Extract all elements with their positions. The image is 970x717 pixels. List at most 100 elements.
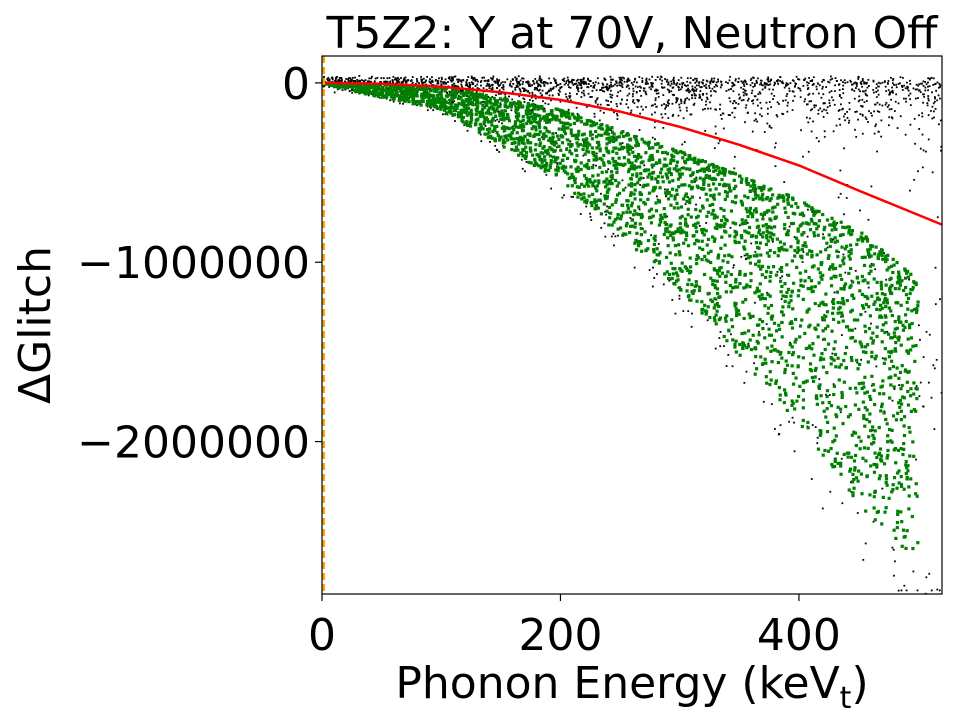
green-point <box>448 101 452 105</box>
green-point <box>785 363 790 367</box>
green-point <box>590 124 594 128</box>
green-point <box>688 201 692 205</box>
green-point <box>595 189 599 193</box>
green-point <box>700 239 704 243</box>
black-point <box>812 92 815 95</box>
green-point <box>612 159 616 164</box>
green-point <box>469 115 474 119</box>
black-point <box>435 79 437 81</box>
black-point <box>886 330 889 333</box>
green-point <box>823 225 827 229</box>
green-point <box>723 190 728 194</box>
black-point <box>681 86 683 88</box>
black-point <box>709 101 711 104</box>
green-point <box>597 143 601 148</box>
black-point <box>837 109 840 112</box>
black-point <box>744 121 746 124</box>
green-point <box>875 280 879 284</box>
green-point <box>752 254 756 258</box>
black-point <box>876 101 879 104</box>
black-point <box>645 80 648 83</box>
black-point <box>675 101 678 104</box>
green-point <box>585 146 589 150</box>
black-point <box>822 102 825 104</box>
black-point <box>656 76 659 79</box>
black-point <box>323 75 325 78</box>
black-point <box>582 81 585 83</box>
green-point <box>722 215 726 219</box>
black-point <box>853 82 856 85</box>
green-point <box>738 353 742 357</box>
black-point <box>761 88 764 91</box>
black-point <box>728 79 731 82</box>
black-point <box>891 117 894 120</box>
black-point <box>686 97 688 100</box>
black-point <box>494 119 497 122</box>
black-point <box>498 79 500 81</box>
black-point <box>865 82 868 85</box>
black-point <box>819 107 822 110</box>
green-point <box>860 492 864 496</box>
green-point <box>899 418 903 422</box>
green-point <box>769 333 773 337</box>
green-point <box>527 108 531 112</box>
black-point <box>829 78 832 81</box>
black-point <box>367 94 370 97</box>
green-point <box>900 520 904 524</box>
black-point <box>428 80 431 83</box>
black-point <box>772 88 774 91</box>
green-point <box>902 424 906 428</box>
green-point <box>549 161 553 165</box>
black-point <box>802 84 805 87</box>
green-point <box>545 129 549 133</box>
green-point <box>876 256 880 261</box>
black-point <box>563 194 565 197</box>
green-point <box>875 307 879 311</box>
black-point <box>788 87 791 90</box>
black-point <box>504 81 507 84</box>
green-point <box>780 320 784 325</box>
black-point <box>451 76 453 79</box>
black-point <box>818 140 820 143</box>
black-point <box>916 309 919 312</box>
black-point <box>560 86 563 88</box>
green-point <box>707 168 711 173</box>
green-point <box>364 88 368 92</box>
green-point <box>888 367 892 371</box>
black-point <box>623 80 626 83</box>
green-point <box>449 109 453 114</box>
green-point <box>867 305 871 309</box>
green-point <box>685 199 689 203</box>
green-point <box>584 176 588 181</box>
green-point <box>791 307 795 311</box>
green-point <box>701 206 705 210</box>
green-point <box>373 87 377 91</box>
black-point <box>757 93 760 96</box>
green-point <box>751 333 755 337</box>
green-point <box>750 215 755 219</box>
green-point <box>848 469 852 473</box>
green-point <box>385 91 389 95</box>
green-point <box>790 364 794 368</box>
green-point <box>605 124 609 128</box>
black-point <box>445 82 447 84</box>
green-point <box>856 479 860 483</box>
green-point <box>779 350 783 355</box>
green-point <box>794 376 798 380</box>
green-point <box>912 454 916 458</box>
black-point <box>789 82 792 84</box>
green-point <box>889 336 893 340</box>
black-point <box>807 87 810 89</box>
green-point <box>759 212 763 216</box>
green-point <box>758 317 762 322</box>
green-point <box>648 216 652 220</box>
black-point <box>811 424 814 426</box>
black-point <box>722 127 725 130</box>
green-point <box>541 146 545 150</box>
green-point <box>543 126 547 130</box>
black-point <box>714 90 717 93</box>
black-point <box>831 77 834 80</box>
black-point <box>380 77 383 79</box>
black-point <box>936 99 938 102</box>
green-point <box>456 103 460 108</box>
